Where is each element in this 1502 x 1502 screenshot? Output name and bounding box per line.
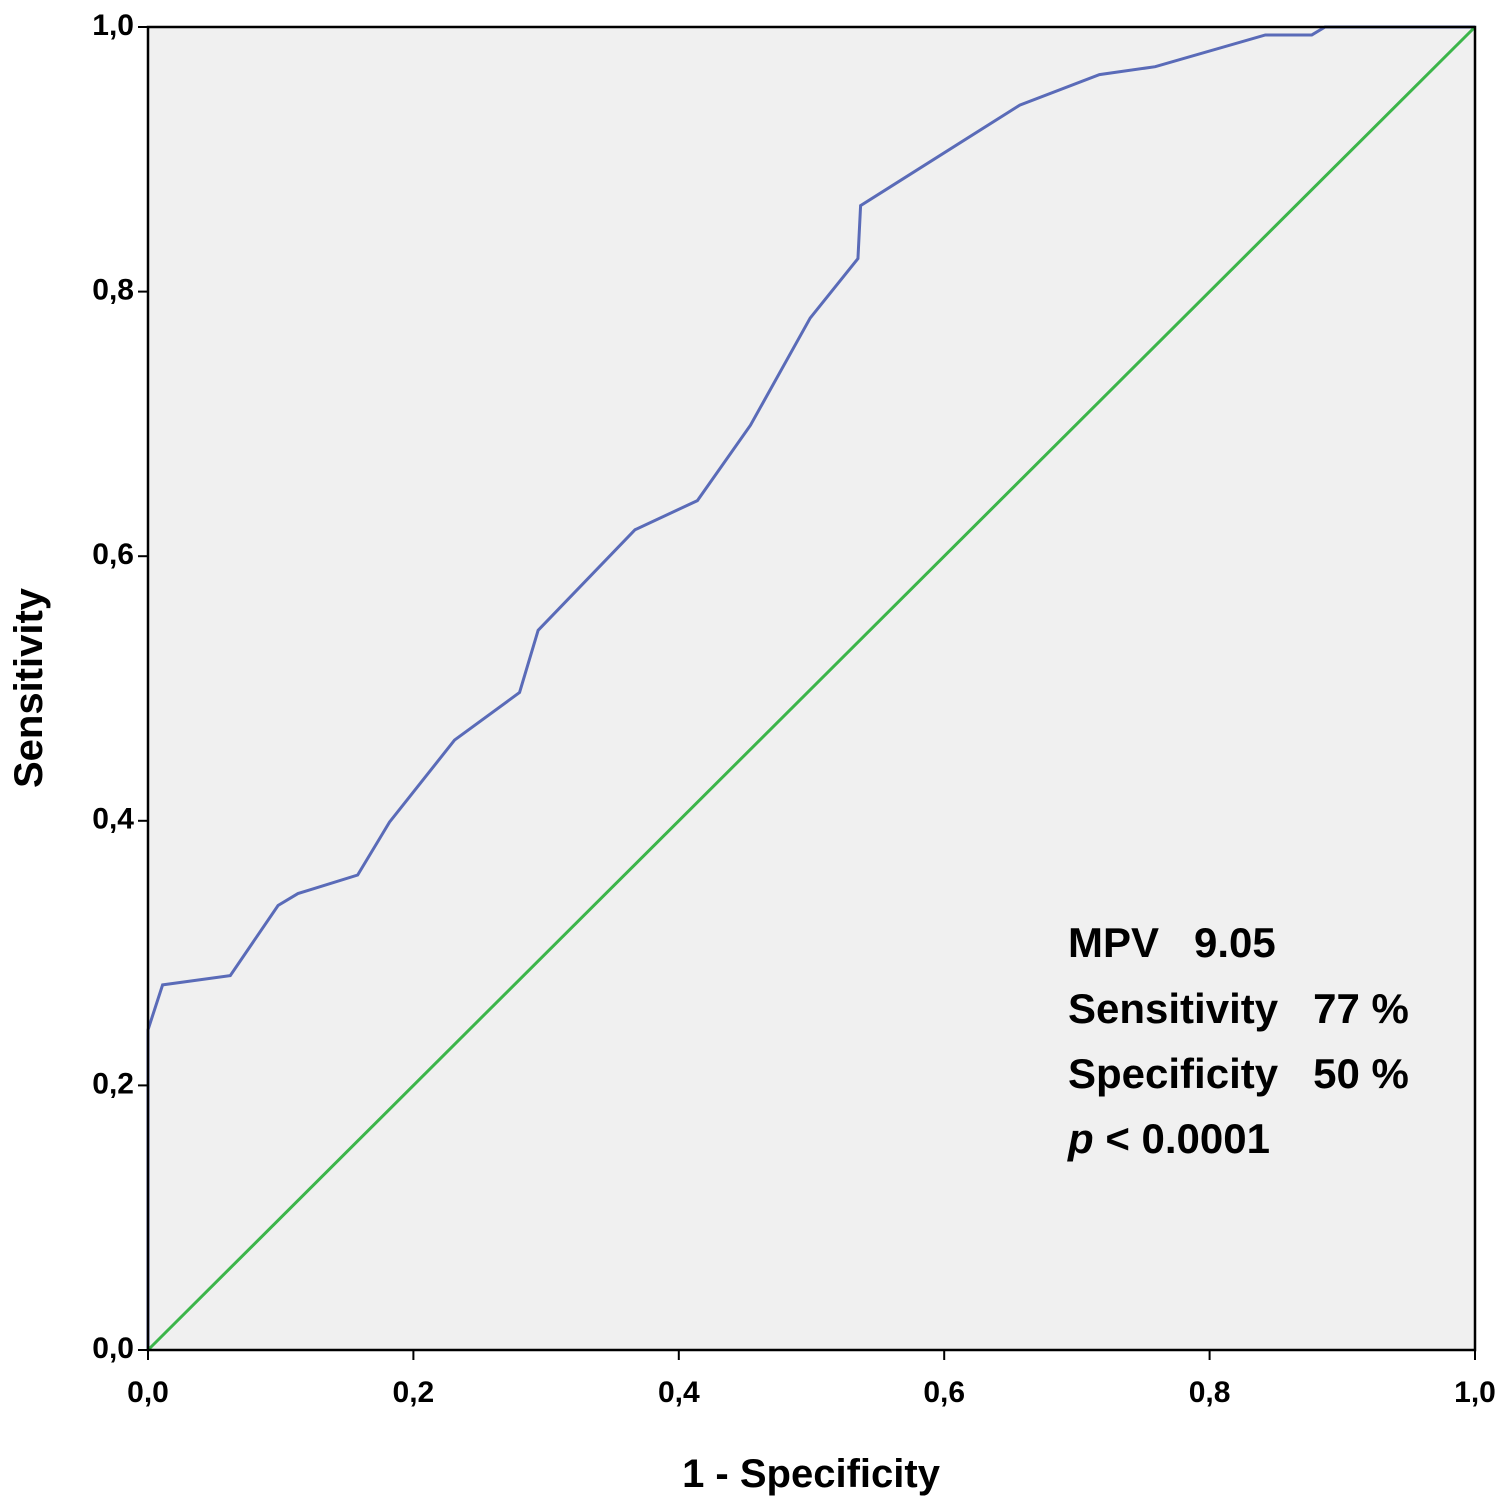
x-tick-label: 0,6 [923, 1376, 965, 1409]
plot [146, 25, 1477, 1352]
p-symbol: p [1067, 1115, 1094, 1162]
x-axis-title: 1 - Specificity [682, 1452, 941, 1496]
y-tick-label: 1,0 [92, 9, 134, 42]
x-tick-label: 0,2 [393, 1376, 435, 1409]
y-axis-title: Sensitivity [7, 587, 51, 788]
annotation: Sensitivity 77 % [1068, 985, 1409, 1032]
annotation: p < 0.0001 [1067, 1115, 1270, 1162]
annotation: MPV 9.05 [1068, 919, 1276, 966]
p-value: < 0.0001 [1105, 1115, 1270, 1162]
y-tick-label: 0,6 [92, 538, 134, 571]
y-tick-label: 0,0 [92, 1332, 134, 1365]
x-tick-label: 0,4 [658, 1376, 700, 1409]
x-tick-label: 0,8 [1189, 1376, 1231, 1409]
x-tick-label: 1,0 [1454, 1376, 1496, 1409]
y-tick-label: 0,4 [92, 803, 134, 836]
y-tick-label: 0,2 [92, 1067, 134, 1100]
y-tick-label: 0,8 [92, 274, 134, 307]
x-tick-label: 0,0 [127, 1376, 169, 1409]
annotation: Specificity 50 % [1068, 1050, 1409, 1097]
roc-line [146, 25, 1477, 1352]
roc-line [146, 25, 1475, 1350]
plot-frame [146, 25, 1477, 1352]
